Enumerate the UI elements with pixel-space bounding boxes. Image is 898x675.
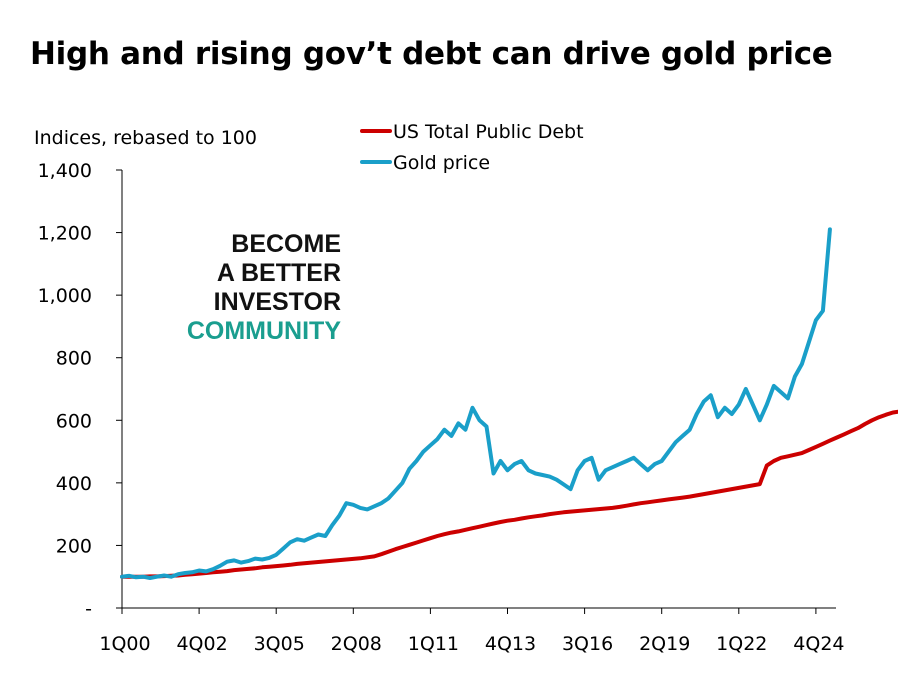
y-tick-label: - — [85, 598, 92, 620]
x-tick-label: 3Q05 — [254, 633, 305, 655]
y-tick-label: 400 — [56, 473, 92, 495]
y-axis-label: Indices, rebased to 100 — [34, 127, 257, 149]
y-tick-label: 1,400 — [38, 160, 92, 182]
x-tick-label: 3Q16 — [562, 633, 613, 655]
watermark-line-3: INVESTOR — [213, 288, 341, 316]
y-tick-label: 200 — [56, 535, 92, 557]
series-line-gold-price — [120, 227, 832, 580]
watermark-logo: BECOME A BETTER INVESTOR COMMUNITY — [187, 230, 341, 346]
x-tick-label: 1Q11 — [408, 633, 459, 655]
x-tick-label: 2Q08 — [331, 633, 382, 655]
watermark-line-1: BECOME — [231, 230, 341, 258]
legend-label: Gold price — [393, 152, 490, 174]
y-tick-label: 1,000 — [38, 285, 92, 307]
y-tick-label: 1,200 — [38, 223, 92, 245]
x-tick-label: 2Q19 — [639, 633, 690, 655]
x-tick-label: 4Q02 — [176, 633, 227, 655]
series-line-us-total-public-debt — [120, 409, 898, 579]
y-tick-label: 600 — [56, 410, 92, 432]
watermark-line-2: A BETTER — [216, 259, 341, 287]
legend-label: US Total Public Debt — [393, 121, 584, 143]
x-tick-label: 4Q24 — [793, 633, 844, 655]
chart-title: High and rising gov’t debt can drive gol… — [30, 36, 833, 72]
x-tick-label: 1Q22 — [716, 633, 767, 655]
x-tick-label: 4Q13 — [485, 633, 536, 655]
watermark-line-4: COMMUNITY — [186, 317, 341, 345]
y-tick-label: 800 — [56, 348, 92, 370]
x-tick-label: 1Q00 — [99, 633, 150, 655]
